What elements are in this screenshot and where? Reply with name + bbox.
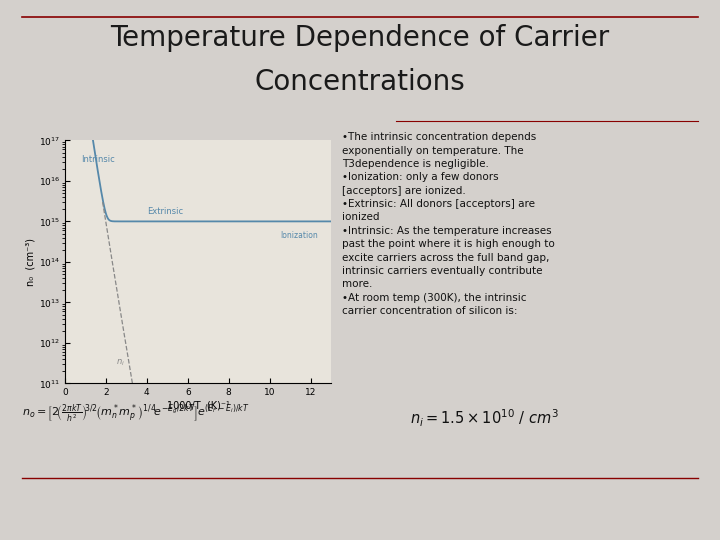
Text: $n_o = \left[2\!\left(\frac{2\pi kT}{h^2}\right)^{\!\!3/2}\!\left(m^*_n m^*_p\ri: $n_o = \left[2\!\left(\frac{2\pi kT}{h^2… <box>22 402 249 425</box>
Text: •The intrinsic concentration depends
exponentially on temperature. The
T3depende: •The intrinsic concentration depends exp… <box>342 132 554 316</box>
Text: Temperature Dependence of Carrier: Temperature Dependence of Carrier <box>110 24 610 52</box>
Text: $n_i$: $n_i$ <box>116 357 125 368</box>
Text: $n_i = 1.5\times10^{10}\ /\ cm^3$: $n_i = 1.5\times10^{10}\ /\ cm^3$ <box>410 408 559 429</box>
X-axis label: 1000/T  (K)⁻¹: 1000/T (K)⁻¹ <box>166 400 230 410</box>
Text: Concentrations: Concentrations <box>255 68 465 96</box>
Text: Ionization: Ionization <box>280 231 318 240</box>
Text: Extrinsic: Extrinsic <box>147 207 183 216</box>
Y-axis label: n₀  (cm⁻³): n₀ (cm⁻³) <box>26 238 36 286</box>
Text: Intrinsic: Intrinsic <box>81 154 115 164</box>
